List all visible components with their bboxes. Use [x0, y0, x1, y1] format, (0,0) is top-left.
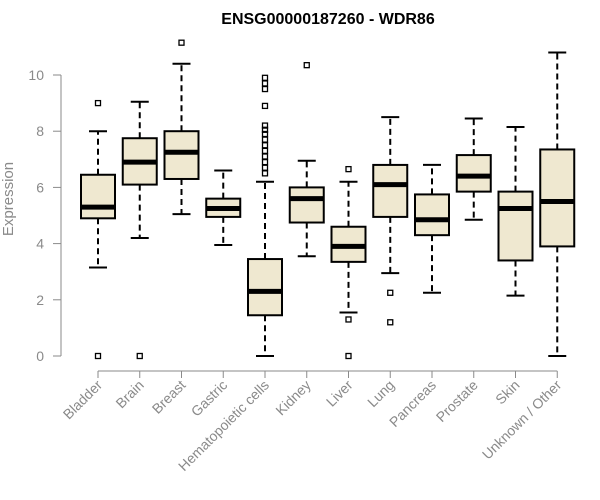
- x-label-0: Bladder: [60, 377, 106, 423]
- outlier-point: [261, 153, 269, 160]
- box-group-10: [497, 125, 534, 297]
- outlier-point: [94, 99, 102, 107]
- y-axis: 0 2 4 6 8 10: [28, 67, 62, 364]
- y-axis-label: Expression: [0, 162, 17, 236]
- x-label-2: Breast: [149, 377, 189, 417]
- outlier-point: [387, 289, 394, 296]
- outlier-point: [178, 39, 185, 46]
- x-label-10: Skin: [492, 377, 523, 408]
- y-tick-label-4: 8: [36, 123, 44, 139]
- y-tick-label-2: 4: [36, 236, 44, 252]
- outlier-point: [387, 319, 394, 326]
- x-label-5: Kidney: [272, 377, 314, 419]
- box-group-9: [455, 117, 492, 221]
- iqr-box: [163, 130, 200, 180]
- y-tick-label-0: 0: [36, 348, 44, 364]
- box-group-5: [288, 62, 325, 258]
- iqr-box: [455, 154, 492, 193]
- outlier-point: [261, 74, 269, 81]
- outlier-point: [261, 142, 269, 149]
- outlier-point: [261, 85, 269, 93]
- box-group-6: [330, 165, 367, 360]
- outlier-point: [261, 147, 269, 155]
- boxes-layer: [80, 39, 576, 360]
- iqr-box: [497, 190, 534, 262]
- x-label-1: Brain: [112, 377, 146, 411]
- box-group-2: [163, 39, 200, 216]
- x-label-7: Lung: [364, 377, 397, 410]
- box-group-1: [121, 100, 158, 360]
- outlier-point: [136, 352, 143, 360]
- box-group-0: [80, 99, 116, 360]
- outlier-point: [261, 80, 269, 87]
- x-label-6: Liver: [323, 377, 356, 410]
- outlier-point: [261, 126, 269, 133]
- iqr-box: [372, 163, 409, 218]
- y-tick-label-1: 2: [36, 292, 44, 308]
- box-group-7: [372, 116, 409, 326]
- iqr-box: [288, 186, 325, 224]
- outlier-point: [261, 158, 269, 166]
- chart-title: ENSG00000187260 - WDR86: [221, 11, 435, 28]
- box-group-8: [414, 163, 450, 294]
- outlier-point: [345, 165, 352, 173]
- outlier-point: [261, 122, 269, 129]
- y-tick-label-3: 6: [36, 179, 44, 195]
- outlier-point: [261, 136, 269, 143]
- outlier-point: [345, 316, 352, 323]
- iqr-box: [247, 258, 283, 317]
- iqr-box: [414, 193, 450, 237]
- outlier-point: [94, 352, 102, 360]
- outlier-point: [345, 352, 352, 360]
- outlier-point: [261, 170, 269, 177]
- x-label-9: Prostate: [433, 377, 481, 425]
- iqr-box: [539, 148, 576, 248]
- box-group-11: [539, 51, 576, 357]
- outlier-point: [303, 62, 310, 69]
- y-tick-label-5: 10: [28, 67, 44, 83]
- x-label-11: Unknown / Other: [479, 377, 565, 463]
- iqr-box: [80, 173, 116, 220]
- outlier-point: [261, 164, 269, 171]
- outlier-point: [261, 102, 269, 110]
- box-group-4: [247, 74, 283, 357]
- box-group-3: [205, 169, 242, 247]
- outlier-point: [261, 130, 269, 138]
